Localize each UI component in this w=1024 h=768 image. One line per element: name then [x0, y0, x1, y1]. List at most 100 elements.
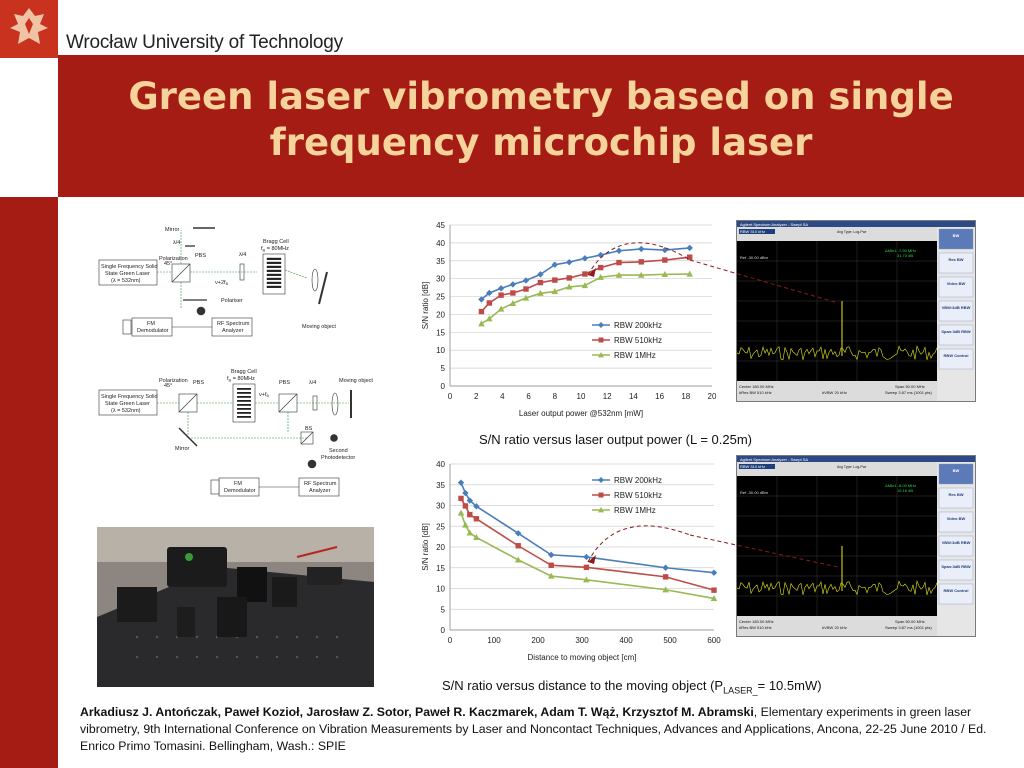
d1-polarization-label: Polarization [159, 256, 188, 262]
spec2-marker: ΔMkr1 -8.00 MHz [885, 483, 916, 488]
data-point [466, 529, 474, 536]
data-point [615, 271, 623, 278]
softkey-label: Res BW [948, 257, 963, 262]
d2-laser-line2: State Green Laser [105, 401, 150, 407]
softkey [938, 463, 974, 485]
data-point [478, 320, 485, 327]
y-tick-label: 15 [436, 564, 445, 573]
softkey [938, 583, 974, 605]
data-point [478, 296, 485, 303]
y-tick-label: 0 [441, 626, 446, 635]
data-point [515, 543, 521, 549]
data-point [467, 511, 473, 518]
data-point [473, 503, 480, 510]
x-tick-label: 20 [708, 392, 717, 401]
data-point [522, 294, 530, 301]
data-point [523, 286, 529, 292]
data-point [514, 556, 522, 563]
d2-fm-line2: Demodulator [224, 488, 256, 494]
spec1-span: Span 50.00 MHz [895, 384, 925, 389]
data-point [661, 270, 669, 277]
arrow-2-head [588, 555, 596, 564]
x-tick-label: 200 [531, 636, 545, 645]
legend-marker [598, 492, 604, 498]
y-tick-label: 0 [441, 382, 446, 391]
x-tick-label: 500 [663, 636, 677, 645]
data-point [686, 270, 694, 277]
legend-marker [598, 507, 604, 513]
legend-marker [598, 477, 604, 483]
data-point [486, 289, 493, 297]
softkey [938, 487, 974, 509]
data-point [566, 259, 573, 266]
spec2-trace [737, 579, 938, 596]
softkey-label: VBW:3dB RBW [942, 540, 971, 545]
d1-mirror-label: Mirror [165, 227, 180, 233]
data-point [458, 495, 464, 502]
data-point [497, 305, 505, 312]
university-name: Wrocław University of Technology [66, 32, 343, 53]
y-tick-label: 10 [436, 585, 445, 594]
d2-second-pd-line1: Second [329, 448, 348, 454]
d2-second-pd-line2: Photodetector [321, 455, 355, 461]
y-axis-label: S/N ratio [dB] [421, 523, 430, 571]
softkey-label: Res BW [948, 492, 963, 497]
softkey-label: BW [953, 468, 960, 473]
softkey [938, 228, 974, 250]
softkey [938, 348, 974, 370]
y-tick-label: 5 [441, 605, 446, 614]
spec1-ref: Ref -30.00 dBm [740, 255, 769, 260]
x-tick-label: 400 [619, 636, 633, 645]
legend-label: RBW 200kHz [614, 476, 662, 485]
x-tick-label: 2 [474, 392, 479, 401]
d1-bragg-cell-label: Bragg Cell [263, 239, 289, 245]
photo-illustration [97, 527, 374, 687]
data-point [478, 308, 485, 315]
title-band [58, 55, 1024, 197]
caption-chart-1: S/N ratio versus laser output power (L =… [479, 432, 752, 447]
spectrum-screen-2: Agilent Spectrum Analyzer - Swept SA RBW… [736, 455, 976, 637]
spec1-rbw: RBW 510 kHz [740, 229, 765, 234]
setup-diagram-1: Mirror λ/4 PBS λ/4 Bragg Cell fB = 80MHz… [98, 227, 336, 337]
legend-label: RBW 510kHz [614, 336, 662, 345]
softkey-label: Span:3dB RBW [941, 329, 971, 334]
spec1-avg: Avg Type: Log-Pwr [837, 230, 867, 234]
d2-pbs-left-label: PBS [193, 380, 204, 386]
y-tick-label: 25 [436, 522, 445, 531]
data-point [457, 509, 465, 516]
y-tick-label: 10 [436, 346, 445, 355]
title-line-2: frequency microchip laser [269, 121, 813, 164]
d2-fm-line1: FM [234, 481, 242, 487]
softkey [938, 252, 974, 274]
softkey-label: Span:3dB RBW [941, 564, 971, 569]
spec1-marker-val: 31.73 dB [897, 253, 913, 258]
data-point [473, 534, 480, 541]
y-axis-label: S/N ratio [dB] [421, 282, 430, 330]
data-point [486, 315, 493, 322]
y-tick-label: 30 [436, 502, 445, 511]
data-point [662, 586, 669, 593]
d1-lambda4-label: λ/4 [173, 240, 180, 246]
left-stripe [0, 197, 58, 768]
y-tick-label: 35 [436, 481, 445, 490]
legend-label: RBW 200kHz [614, 321, 662, 330]
data-point [615, 247, 623, 254]
spec2-sweep: Sweep 3.87 ms (1001 pts) [885, 625, 932, 630]
data-point [457, 479, 465, 486]
y-tick-label: 30 [436, 275, 445, 284]
x-tick-label: 600 [707, 636, 721, 645]
university-logo [0, 0, 58, 58]
d1-rf-line2: Analyzer [222, 328, 244, 334]
data-point [582, 271, 588, 277]
reference-authors: Arkadiusz J. Antończak, Paweł Kozioł, Ja… [80, 705, 754, 719]
spectrum-1-graphic: Agilent Spectrum Analyzer - Swept SA RBW… [737, 221, 975, 401]
softkey-label: RBW Control [944, 353, 969, 358]
x-tick-label: 6 [526, 392, 531, 401]
title-line-1: Green laser vibrometry based on single [128, 75, 954, 118]
softkey [938, 535, 974, 557]
data-point [497, 285, 505, 292]
data-point [509, 299, 517, 306]
spec1-resbw: #Res BW 510 kHz [739, 390, 772, 395]
arrow-2-curve [587, 525, 691, 563]
softkey [938, 300, 974, 322]
